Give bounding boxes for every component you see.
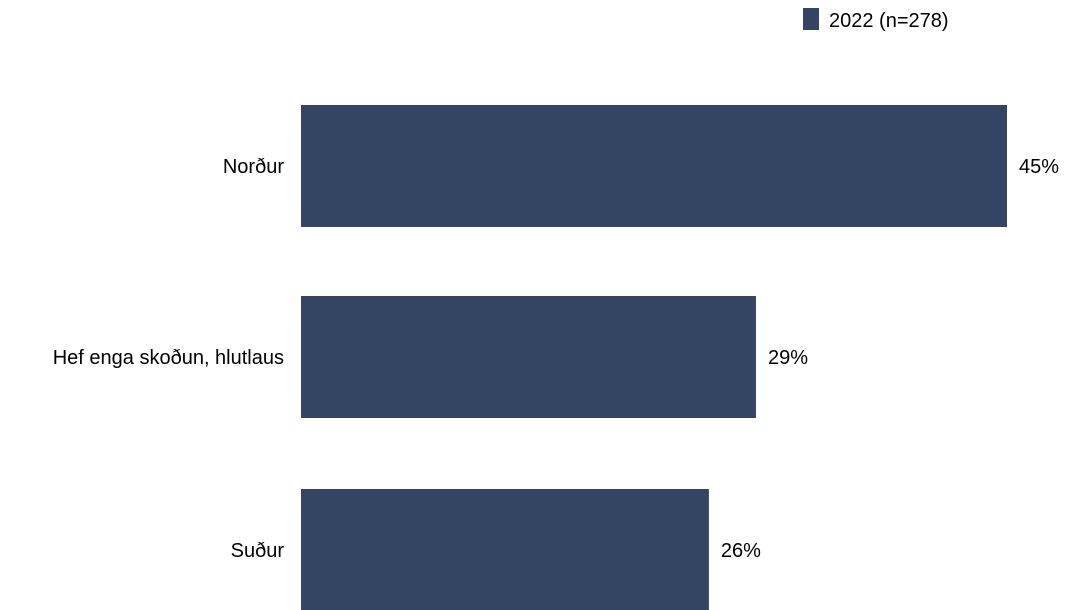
- bar-2: [301, 489, 709, 610]
- legend-swatch: [803, 8, 819, 30]
- bar-0: [301, 105, 1007, 227]
- bar-1: [301, 296, 756, 418]
- value-label-0: 45%: [1019, 156, 1059, 178]
- legend-label: 2022 (n=278): [829, 10, 949, 32]
- category-label-2: Suður: [231, 540, 285, 562]
- category-label-1: Hef enga skoðun, hlutlaus: [53, 347, 284, 369]
- legend: 2022 (n=278): [803, 8, 949, 32]
- value-label-1: 29%: [768, 347, 808, 369]
- category-label-0: Norður: [223, 156, 284, 178]
- value-label-2: 26%: [721, 540, 761, 562]
- bars: Norður 45% Hef enga skoðun, hlutlaus 29% Suð…: [53, 105, 1059, 610]
